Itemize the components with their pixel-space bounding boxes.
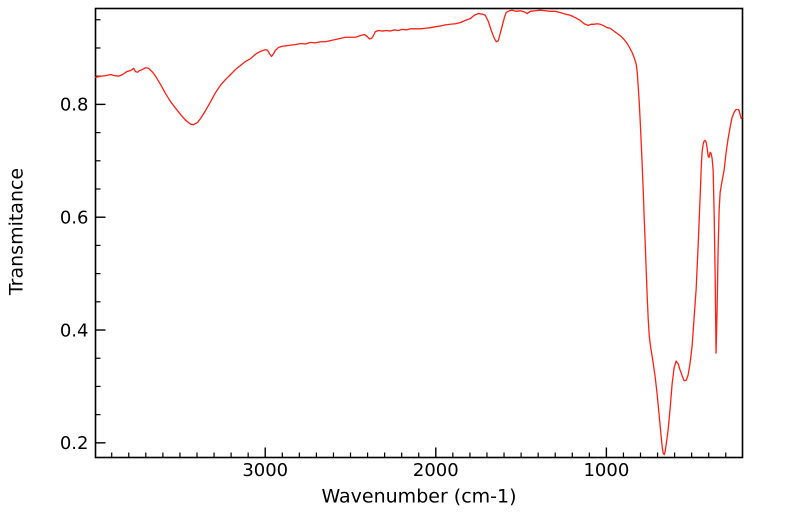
y-tick-label: 0.6 xyxy=(60,208,89,229)
x-tick-label: 1000 xyxy=(583,460,629,481)
plot-area: 3000 2000 1000 0.2 0.4 0.6 0.8 xyxy=(60,7,744,481)
x-tick-label: 3000 xyxy=(242,460,288,481)
y-tick-label: 0.8 xyxy=(60,95,89,116)
x-tick-label: 2000 xyxy=(413,460,459,481)
spectrum-line xyxy=(95,9,743,456)
x-axis-label: Wavenumber (cm-1) xyxy=(321,486,516,508)
y-tick-label: 0.2 xyxy=(60,433,89,454)
y-tick-label: 0.4 xyxy=(60,320,89,341)
y-axis-label: Transmitance xyxy=(6,168,28,296)
